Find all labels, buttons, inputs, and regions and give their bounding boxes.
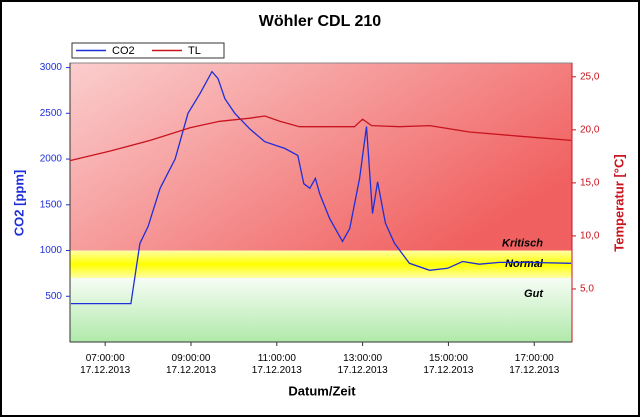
x-tick-label: 15:00:00 17.12.2013 xyxy=(423,353,473,376)
zone xyxy=(70,63,572,251)
zone-label: Gut xyxy=(524,288,544,300)
zone-label: Kritisch xyxy=(502,237,543,249)
legend-label: TL xyxy=(188,45,201,57)
y2-tick-label: 5,0 xyxy=(580,284,594,295)
x-tick-label: 17:00:00 17.12.2013 xyxy=(509,353,559,376)
y-tick-label: 500 xyxy=(45,291,62,302)
x-tick-label: 13:00:00 17.12.2013 xyxy=(338,353,388,376)
y-tick-label: 1500 xyxy=(40,199,63,210)
y2-tick-label: 10,0 xyxy=(580,231,600,242)
y2-tick-label: 15,0 xyxy=(580,178,600,189)
chart-title: Wöhler CDL 210 xyxy=(259,13,382,30)
y-tick-label: 3000 xyxy=(40,62,63,73)
series-line xyxy=(69,115,572,162)
y2-tick-label: 25,0 xyxy=(580,71,600,82)
y2-tick-label: 20,0 xyxy=(580,124,600,135)
legend-label: CO2 xyxy=(112,45,135,57)
zone-label: Normal xyxy=(505,258,544,270)
y2-axis-title: Temperatur [°C] xyxy=(611,154,626,251)
x-tick-label: 11:00:00 17.12.2013 xyxy=(252,353,302,376)
legend-box xyxy=(71,42,225,59)
y-tick-label: 2000 xyxy=(40,154,63,165)
series-line xyxy=(70,70,572,305)
zone xyxy=(70,250,572,278)
x-axis-title: Datum/Zeit xyxy=(288,383,356,398)
y-axis-title: CO2 [ppm] xyxy=(11,170,26,236)
y-tick-label: 1000 xyxy=(40,245,63,256)
y-tick-label: 2500 xyxy=(40,108,63,119)
legend: CO2 TL xyxy=(71,42,225,59)
zone xyxy=(70,277,572,342)
x-tick-label: 07:00:00 17.12.2013 xyxy=(80,353,130,376)
x-tick-label: 09:00:00 17.12.2013 xyxy=(166,353,216,376)
